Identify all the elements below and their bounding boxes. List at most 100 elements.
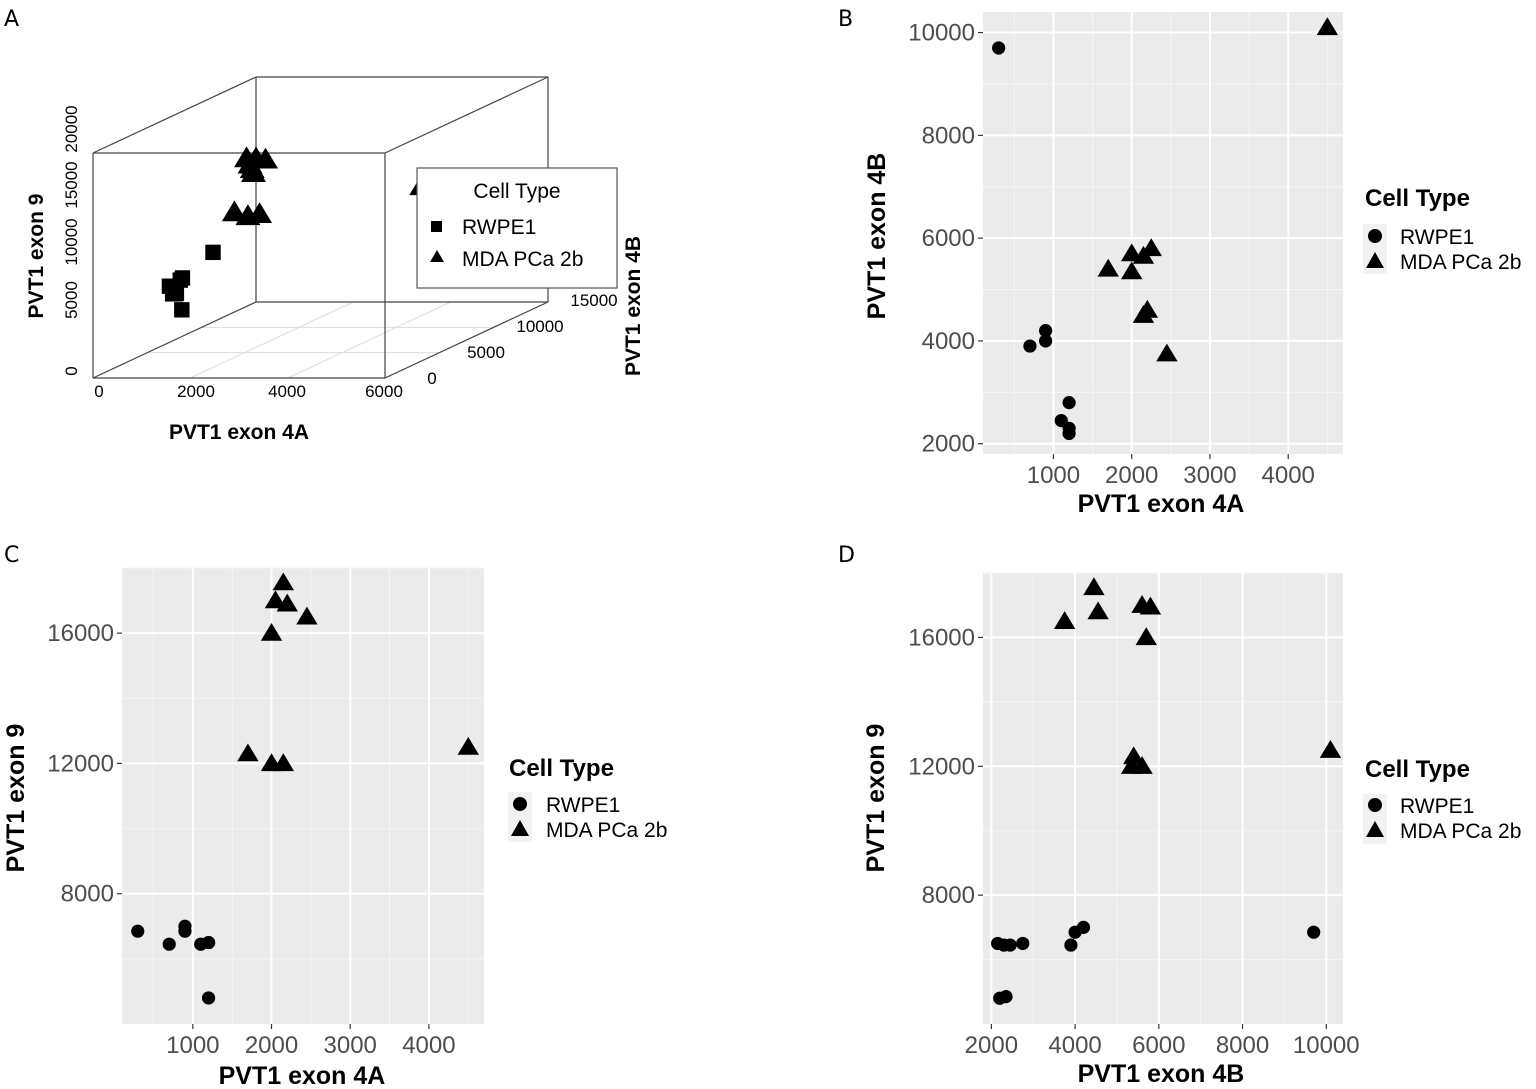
panel-d-points (991, 577, 1342, 1005)
panel-d-point-mda-pca-2b (1053, 611, 1076, 629)
panel-c-y-axis-label: PVT1 exon 9 (2, 724, 30, 873)
panel-a-z-axis-label: PVT1 exon 4B (622, 236, 645, 376)
panel-b-xtick: 1000 (1027, 462, 1080, 489)
panel-d-point-mda-pca-2b (1087, 601, 1109, 620)
panel-c-legend-circle-marker (513, 797, 527, 811)
panel-c-legend-item-mda-pca-2b: MDA PCa 2b (546, 819, 667, 842)
panel-d: D 2000 4000 6000 8000 10000 8000 12000 16000 PV… (838, 543, 1521, 1088)
panel-b-ytick: 10000 (908, 20, 975, 47)
panel-b-xtick: 4000 (1262, 462, 1315, 489)
panel-a-x-axis-label: PVT1 exon 4A (169, 421, 309, 444)
panel-c-ytick: 16000 (47, 620, 114, 647)
panel-a-xtick: 0 (94, 382, 103, 401)
panel-a-box-edge (384, 301, 549, 379)
panel-d-tick-labels: 2000 4000 6000 8000 10000 8000 12000 16000 (908, 624, 1359, 1059)
panel-c-point-mda-pca-2b (264, 590, 287, 609)
panel-d-ytick: 12000 (908, 753, 975, 780)
panel-d-legend: Cell Type RWPE1 MDA PCa 2b (1363, 756, 1521, 844)
panel-c-point-mda-pca-2b (237, 743, 259, 762)
panel-d-point-mda-pca-2b (1131, 756, 1153, 774)
panel-a-ztick: 10000 (516, 317, 563, 336)
panel-c-legend-title: Cell Type (509, 755, 614, 782)
panel-b-point-rwpe1 (1039, 324, 1053, 338)
panel-c-point-mda-pca-2b (296, 606, 318, 625)
panel-b-legend-triangle-marker (1366, 252, 1384, 268)
panel-a-floor-gridline (190, 301, 354, 379)
panel-b-point-mda-pca-2b (1140, 238, 1162, 257)
panel-c-point-mda-pca-2b (260, 622, 283, 641)
panel-a-box-edge (92, 301, 257, 379)
panel-d-legend-triangle-marker (1366, 821, 1384, 837)
panel-b-gridlines (983, 12, 1343, 454)
panel-c-gridlines (122, 567, 484, 1024)
panel-d-xtick: 10000 (1293, 1032, 1360, 1059)
panel-b-points (992, 17, 1339, 441)
panel-b-point-mda-pca-2b (1097, 258, 1119, 277)
panel-b-plot-background (983, 12, 1343, 454)
panel-b-ytick: 2000 (922, 431, 975, 458)
panel-a-legend-item-rwpe1: RWPE1 (462, 216, 536, 239)
panel-b-xtick: 2000 (1105, 462, 1158, 489)
panel-b-point-mda-pca-2b (1316, 17, 1339, 36)
panel-b-ytick: 6000 (922, 225, 975, 252)
panel-a-box-edge (384, 76, 549, 154)
panel-d-point-rwpe1 (1003, 938, 1017, 952)
panel-b-x-axis-label: PVT1 exon 4A (1078, 490, 1245, 518)
panel-b-ytick: 4000 (922, 328, 975, 355)
panel-a-legend: Cell Type RWPE1 MDA PCa 2b (416, 167, 618, 289)
panel-d-xtick: 4000 (1048, 1032, 1101, 1059)
panel-a-legend-title: Cell Type (473, 180, 560, 203)
panel-c-points (131, 572, 479, 1005)
panel-d-point-mda-pca-2b (1122, 746, 1145, 765)
panel-a-xtick: 2000 (177, 382, 215, 401)
panel-d-plot-background (983, 573, 1343, 1024)
panel-b-legend-item-mda-pca-2b: MDA PCa 2b (1400, 251, 1521, 274)
panel-d-gridlines (983, 572, 1343, 1024)
panel-d-point-mda-pca-2b (1135, 627, 1157, 646)
panel-d-point-mda-pca-2b (1083, 577, 1105, 596)
panel-c-point-rwpe1 (178, 919, 192, 933)
panel-a-box-edge (92, 76, 257, 154)
panel-c-point-rwpe1 (201, 935, 216, 950)
panel-d-legend-circle-marker (1368, 798, 1382, 812)
panel-b-legend-title: Cell Type (1365, 185, 1470, 212)
panel-d-point-rwpe1 (1076, 920, 1091, 934)
panel-d-legend-item-rwpe1: RWPE1 (1400, 795, 1474, 818)
panel-a-legend-square-marker (431, 221, 442, 232)
panel-d-point-rwpe1 (999, 990, 1013, 1004)
panel-letter-d: D (838, 543, 855, 568)
panel-b-point-rwpe1 (1023, 339, 1037, 353)
panel-letter-b: B (838, 7, 853, 32)
panel-c-ytick: 8000 (61, 881, 114, 908)
panel-a-point-rwpe1 (174, 270, 191, 286)
panel-a-point-mda-pca-2b (247, 202, 273, 224)
panel-a-point-rwpe1 (167, 286, 184, 302)
panel-a-points (161, 146, 435, 318)
panel-d-point-rwpe1 (1064, 938, 1078, 952)
panel-a-point-rwpe1 (174, 302, 190, 318)
panel-a-point-mda-pca-2b (241, 161, 267, 183)
panel-b-y-axis-label: PVT1 exon 4B (863, 153, 891, 320)
panel-b-point-rwpe1 (992, 41, 1006, 55)
panel-d-point-rwpe1 (1307, 925, 1321, 939)
panel-c-legend-item-rwpe1: RWPE1 (546, 794, 620, 817)
panel-c-legend-triangle-marker (511, 820, 529, 836)
panel-b-tick-labels: 1000 2000 3000 4000 2000 4000 6000 8000 10000 (908, 20, 1315, 489)
panel-b-point-rwpe1 (1062, 396, 1076, 410)
panel-a-y-axis-label: PVT1 exon 9 (25, 194, 48, 319)
panel-b-point-mda-pca-2b (1132, 305, 1155, 323)
panel-letter-a: A (4, 7, 19, 32)
panel-d-ytick: 8000 (922, 882, 975, 909)
panel-letter-c: C (4, 543, 19, 568)
panel-b-legend-item-rwpe1: RWPE1 (1400, 226, 1474, 249)
panel-d-point-mda-pca-2b (1319, 739, 1342, 758)
panel-d-xtick: 6000 (1132, 1032, 1185, 1059)
panel-b-ytick: 8000 (922, 122, 975, 149)
panel-a-legend-item-mda-pca-2b: MDA PCa 2b (462, 248, 583, 271)
panel-c-ytick: 12000 (47, 750, 114, 777)
panel-c-point-mda-pca-2b (272, 753, 295, 772)
panel-c-x-axis-label: PVT1 exon 4A (219, 1062, 386, 1089)
panel-c-xtick: 1000 (166, 1032, 219, 1059)
panel-c-point-mda-pca-2b (457, 736, 479, 755)
